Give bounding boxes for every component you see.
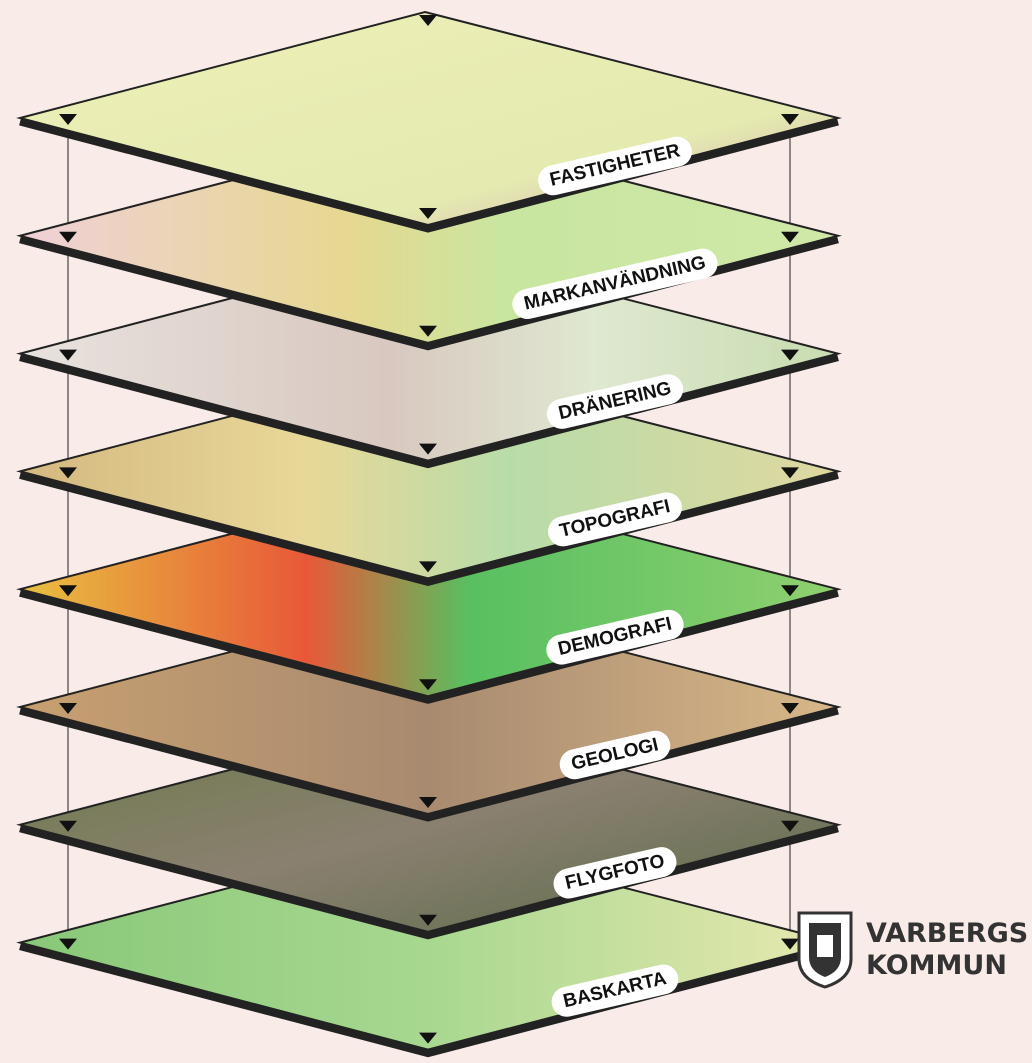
label-bg <box>548 492 682 547</box>
label-bg <box>546 609 684 665</box>
arrow-head <box>781 349 799 361</box>
arrow-head <box>419 443 437 455</box>
arrow-head <box>59 703 77 714</box>
layer-edge <box>19 943 839 1058</box>
arrow-head <box>419 914 437 926</box>
arrow-head <box>781 585 799 597</box>
arrow-head <box>419 15 437 26</box>
layer-edge <box>19 354 839 469</box>
arrow-head <box>419 561 437 573</box>
arrow-head <box>781 231 799 243</box>
layer-plane <box>16 835 842 1051</box>
arrow-head <box>59 231 77 243</box>
layer-plane <box>16 10 842 227</box>
layer-edge <box>19 118 839 233</box>
arrow-head <box>781 703 799 714</box>
arrow-head <box>59 938 77 950</box>
layer-edge <box>19 472 839 587</box>
label-bg <box>553 847 677 899</box>
label-bg <box>512 248 718 320</box>
logo-line1: VARBERGS <box>866 918 1028 949</box>
layer-plane <box>16 364 842 580</box>
layer-plane <box>16 128 842 344</box>
logo-line2: KOMMUN <box>866 950 1007 981</box>
layer-edge <box>19 707 839 822</box>
arrow-head <box>59 820 77 832</box>
layer-plane <box>16 246 842 462</box>
layer-plane <box>16 717 842 933</box>
arrow-head <box>419 679 437 691</box>
logo <box>797 911 853 989</box>
layer-edge <box>19 825 839 940</box>
map-layer: GEOLOGI <box>16 599 842 822</box>
map-layer: FASTIGHETER <box>16 10 842 233</box>
arrow-head <box>781 467 799 479</box>
map-layer: DEMOGRAFI <box>16 482 842 704</box>
arrow-head <box>781 820 799 832</box>
arrow-head <box>59 114 77 125</box>
layer-edge <box>19 589 839 704</box>
arrow-head <box>419 208 437 219</box>
map-layer: DRÄNERING <box>16 246 842 469</box>
map-layer: FLYGFOTO <box>16 717 842 940</box>
arrow-head <box>59 585 77 597</box>
label-bg <box>538 136 692 196</box>
arrow-head <box>419 797 437 808</box>
label-bg <box>551 964 679 1017</box>
arrow-head <box>59 467 77 479</box>
arrow-head <box>419 1032 437 1044</box>
arrow-head <box>781 114 799 125</box>
layer-plane <box>16 599 842 816</box>
arrow-head <box>59 349 77 361</box>
layer-plane <box>16 482 842 698</box>
label-bg <box>546 374 684 429</box>
arrow-head <box>781 938 799 950</box>
label-bg <box>559 730 671 780</box>
arrow-head <box>419 325 437 337</box>
